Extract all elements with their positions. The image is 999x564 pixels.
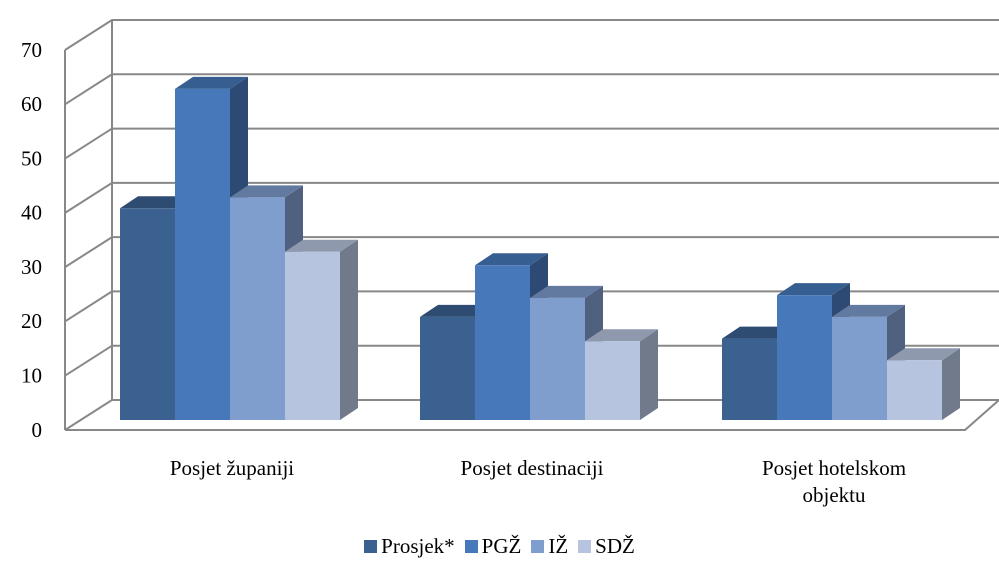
y-tick-label: 0 [32,418,43,442]
x-tick-label: Posjet županiji [169,456,295,480]
legend-swatch [578,540,592,553]
y-tick-label: 50 [21,146,42,170]
bar [832,316,887,420]
bar-top [722,326,795,339]
bar-top [585,329,658,342]
y-tick-label: 70 [21,38,42,62]
legend-label: PGŽ [481,534,522,558]
bar-top [475,253,548,266]
bar [722,338,777,420]
legend-label: Prosjek* [381,534,455,558]
y-tick-label: 20 [21,309,42,333]
bar-side [942,348,960,420]
bar-side [340,239,358,420]
bar [285,251,340,420]
bar-top [832,304,905,317]
bar [887,360,942,420]
bar-top [175,76,248,89]
grid-line [64,19,999,51]
bar-top [777,283,850,296]
legend-item: IŽ [531,534,568,559]
bar [175,88,230,420]
legend-label: IŽ [548,534,569,558]
bar [120,208,175,420]
floor [65,399,999,431]
bar-top [230,185,303,198]
bar [530,297,585,420]
legend-label: SDŽ [595,534,635,558]
y-tick-label: 40 [21,201,42,225]
bar [777,295,832,420]
bar-top [887,348,960,361]
bar-top [120,196,193,209]
bar [230,197,285,420]
bar [585,341,640,420]
bar [475,265,530,420]
bar-top [285,239,358,252]
x-tick-label: Posjet hotelskom objektu [761,456,907,507]
bar-top [420,304,493,317]
bar [420,316,475,420]
bar-side [640,329,658,420]
legend-item: SDŽ [578,534,635,559]
legend-swatch [464,540,478,553]
legend-swatch [364,540,378,553]
y-tick-label: 60 [21,92,42,116]
legend-item: Prosjek* [364,534,455,559]
legend-item: PGŽ [464,534,522,559]
legend: Prosjek* PGŽ IŽ SDŽ [0,534,999,559]
y-tick-label: 30 [21,255,42,279]
x-tick-label: Posjet destinaciji [460,456,604,480]
y-tick-label: 10 [21,364,42,388]
legend-swatch [531,540,545,553]
bar-top [530,285,603,298]
